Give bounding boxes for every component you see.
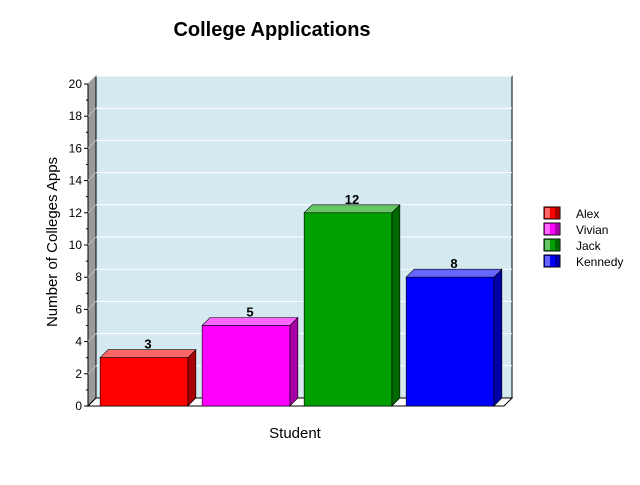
y-tick-label: 12	[69, 206, 83, 220]
data-label: 3	[144, 337, 151, 352]
gridline-wall	[87, 365, 97, 375]
data-label: 5	[246, 305, 253, 320]
bar-side	[493, 268, 503, 407]
y-tick-label: 6	[75, 302, 82, 316]
bar	[201, 325, 291, 407]
y-tick-label: 14	[69, 174, 83, 188]
gridline-wall	[87, 204, 97, 214]
y-tick-label: 2	[75, 367, 82, 381]
bar	[99, 357, 189, 407]
gridline-wall	[87, 333, 97, 342]
legend-label: Jack	[576, 239, 602, 253]
bar-side	[187, 348, 197, 407]
y-tick-label: 10	[69, 238, 83, 252]
gridline-wall	[87, 107, 97, 117]
gridline-wall	[87, 172, 97, 181]
chart-title: College Applications	[173, 19, 370, 41]
plot-area: 0 2 4 6 8 10 12 14 16 18 20 3 5 12 8	[69, 74, 514, 413]
bar-side	[391, 204, 401, 407]
gridline-wall	[87, 75, 97, 85]
y-tick-label: 16	[69, 141, 83, 155]
y-axis-label: Number of Colleges Apps	[44, 157, 61, 327]
gridline-wall	[87, 268, 97, 278]
data-label: 12	[345, 192, 359, 207]
legend-swatch-highlight	[545, 256, 550, 266]
bar	[303, 212, 393, 407]
legend-label: Vivian	[576, 223, 608, 237]
legend-label: Alex	[576, 207, 599, 221]
y-tick-label: 0	[75, 399, 82, 413]
legend: Alex Vivian Jack Kennedy	[543, 206, 623, 269]
bar	[405, 276, 495, 407]
legend-swatch-shadow	[555, 208, 559, 218]
bar-side	[289, 316, 299, 407]
legend-swatch-highlight	[545, 240, 550, 250]
y-tick-label: 8	[75, 270, 82, 284]
legend-swatch-shadow	[555, 224, 559, 234]
y-tick-label: 18	[69, 109, 83, 123]
gridline-wall	[87, 236, 97, 246]
x-axis-label: Student	[269, 425, 322, 442]
data-label: 8	[450, 256, 457, 271]
legend-label: Kennedy	[576, 255, 623, 269]
y-tick-label: 20	[69, 77, 83, 91]
gridline-wall	[87, 301, 97, 310]
gridline-wall	[87, 140, 97, 149]
y-tick-label: 4	[75, 335, 82, 349]
legend-swatch-shadow	[555, 240, 559, 250]
legend-swatch-shadow	[555, 256, 559, 266]
legend-swatch-highlight	[545, 208, 550, 218]
legend-swatch-highlight	[545, 224, 550, 234]
